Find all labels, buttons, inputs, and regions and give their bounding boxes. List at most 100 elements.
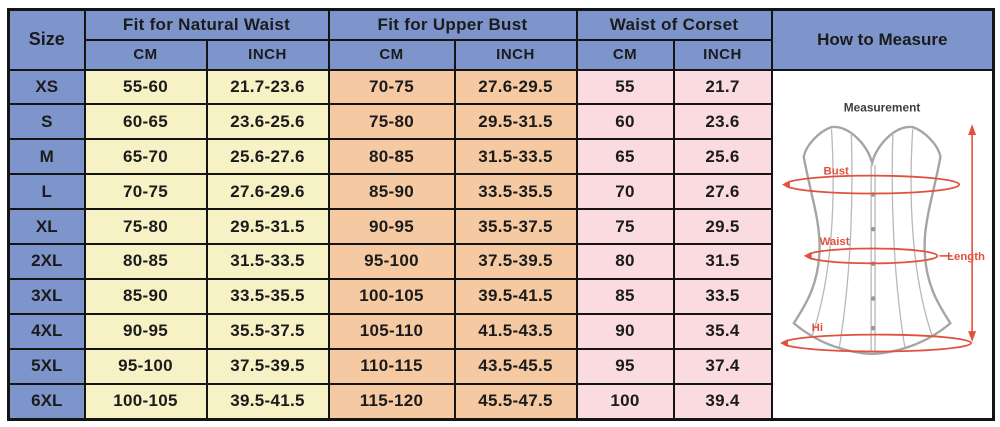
value-cell: 55 bbox=[575, 68, 675, 106]
size-cell: 6XL bbox=[7, 382, 86, 421]
value-cell: 115-120 bbox=[327, 382, 456, 421]
value-cell: 65 bbox=[575, 138, 675, 176]
table-row: 6XL 100-105 39.5-41.5 115-120 45.5-47.5 … bbox=[7, 382, 994, 421]
hip-label: Hi bbox=[812, 322, 823, 334]
value-cell: 39.5-41.5 bbox=[205, 382, 330, 421]
corset-boning-line bbox=[839, 133, 853, 348]
value-cell: 60 bbox=[575, 103, 675, 141]
measurement-title: Measurement bbox=[844, 101, 921, 115]
value-cell: 105-110 bbox=[327, 312, 456, 350]
value-cell: 100 bbox=[575, 382, 675, 421]
value-cell: 33.5 bbox=[672, 277, 773, 315]
unit-header-upper-bust-inch: INCH bbox=[453, 38, 578, 71]
length-label: Length bbox=[947, 251, 985, 263]
value-cell: 100-105 bbox=[83, 382, 208, 421]
value-cell: 31.5-33.5 bbox=[205, 243, 330, 280]
value-cell: 75-80 bbox=[83, 208, 208, 246]
table-row: S 60-65 23.6-25.6 75-80 29.5-31.5 60 23.… bbox=[7, 103, 994, 141]
size-cell: XS bbox=[7, 68, 86, 106]
value-cell: 27.6-29.6 bbox=[205, 173, 330, 211]
size-cell: 3XL bbox=[7, 277, 86, 315]
unit-header-natural-waist-cm: CM bbox=[83, 38, 208, 71]
value-cell: 35.4 bbox=[672, 312, 773, 350]
value-cell: 60-65 bbox=[83, 103, 208, 141]
busk-clasp bbox=[871, 227, 876, 232]
value-cell: 80-85 bbox=[83, 243, 208, 280]
value-cell: 23.6 bbox=[672, 103, 773, 141]
value-cell: 27.6 bbox=[672, 173, 773, 211]
value-cell: 21.7 bbox=[672, 68, 773, 106]
table-row: 4XL 90-95 35.5-37.5 105-110 41.5-43.5 90… bbox=[7, 312, 994, 350]
value-cell: 85-90 bbox=[327, 173, 456, 211]
value-cell: 29.5 bbox=[672, 208, 773, 246]
value-cell: 41.5-43.5 bbox=[453, 312, 578, 350]
value-cell: 43.5-45.5 bbox=[453, 347, 578, 385]
value-cell: 37.4 bbox=[672, 347, 773, 385]
value-cell: 110-115 bbox=[327, 347, 456, 385]
table-row: L 70-75 27.6-29.6 85-90 33.5-35.5 70 27.… bbox=[7, 173, 994, 211]
unit-header-corset-waist-cm: CM bbox=[575, 38, 675, 71]
bust-arrow-tip bbox=[782, 180, 791, 189]
value-cell: 25.6-27.6 bbox=[205, 138, 330, 176]
value-cell: 33.5-35.5 bbox=[205, 277, 330, 315]
value-cell: 80-85 bbox=[327, 138, 456, 176]
table-row: 2XL 80-85 31.5-33.5 95-100 37.5-39.5 80 … bbox=[7, 243, 994, 280]
size-cell: L bbox=[7, 173, 86, 211]
length-arrow-bottom bbox=[968, 331, 977, 343]
value-cell: 80 bbox=[575, 243, 675, 280]
how-to-measure-cell: Measurement bbox=[770, 68, 995, 421]
value-cell: 75-80 bbox=[327, 103, 456, 141]
corset-illustration: Measurement bbox=[773, 71, 993, 419]
value-cell: 21.7-23.6 bbox=[205, 68, 330, 106]
value-cell: 45.5-47.5 bbox=[453, 382, 578, 421]
value-cell: 65-70 bbox=[83, 138, 208, 176]
value-cell: 100-105 bbox=[327, 277, 456, 315]
busk-clasp bbox=[871, 326, 876, 331]
value-cell: 90-95 bbox=[327, 208, 456, 246]
group-header-waist-of-corset: Waist of Corset bbox=[575, 8, 773, 41]
busk-clasp bbox=[871, 296, 876, 302]
value-cell: 29.5-31.5 bbox=[205, 208, 330, 246]
size-cell: S bbox=[7, 103, 86, 141]
hip-arrow-tip bbox=[780, 339, 789, 348]
value-cell: 85 bbox=[575, 277, 675, 315]
value-cell: 35.5-37.5 bbox=[453, 208, 578, 246]
corset-boning-line bbox=[910, 129, 934, 338]
value-cell: 25.6 bbox=[672, 138, 773, 176]
value-cell: 31.5 bbox=[672, 243, 773, 280]
value-cell: 85-90 bbox=[83, 277, 208, 315]
value-cell: 37.5-39.5 bbox=[453, 243, 578, 280]
group-header-natural-waist: Fit for Natural Waist bbox=[83, 8, 330, 41]
value-cell: 39.5-41.5 bbox=[453, 277, 578, 315]
size-cell: 5XL bbox=[7, 347, 86, 385]
length-arrow-top bbox=[968, 124, 977, 136]
value-cell: 31.5-33.5 bbox=[453, 138, 578, 176]
value-cell: 55-60 bbox=[83, 68, 208, 106]
group-header-upper-bust: Fit for Upper Bust bbox=[327, 8, 578, 41]
corset-boning-line bbox=[891, 133, 906, 348]
value-cell: 75 bbox=[575, 208, 675, 246]
table-row: 5XL 95-100 37.5-39.5 110-115 43.5-45.5 9… bbox=[7, 347, 994, 385]
value-cell: 95-100 bbox=[83, 347, 208, 385]
unit-header-corset-waist-inch: INCH bbox=[672, 38, 773, 71]
unit-header-upper-bust-cm: CM bbox=[327, 38, 456, 71]
value-cell: 70 bbox=[575, 173, 675, 211]
value-cell: 29.5-31.5 bbox=[453, 103, 578, 141]
value-cell: 39.4 bbox=[672, 382, 773, 421]
unit-header-natural-waist-inch: INCH bbox=[205, 38, 330, 71]
corset-boning-line bbox=[811, 129, 835, 338]
table-row: XS 55-60 21.7-23.6 70-75 27.6-29.5 55 21… bbox=[7, 68, 995, 421]
table-row: XL 75-80 29.5-31.5 90-95 35.5-37.5 75 29… bbox=[7, 208, 994, 246]
table-row: 3XL 85-90 33.5-35.5 100-105 39.5-41.5 85… bbox=[7, 277, 994, 315]
size-cell: 4XL bbox=[7, 312, 86, 350]
value-cell: 35.5-37.5 bbox=[205, 312, 330, 350]
how-to-measure-header: How to Measure bbox=[770, 8, 995, 71]
waist-arrow-tip bbox=[804, 252, 812, 261]
size-column-header: Size bbox=[7, 8, 86, 71]
value-cell: 70-75 bbox=[327, 68, 456, 106]
value-cell: 95-100 bbox=[327, 243, 456, 280]
value-cell: 33.5-35.5 bbox=[453, 173, 578, 211]
value-cell: 95 bbox=[575, 347, 675, 385]
table-row: M 65-70 25.6-27.6 80-85 31.5-33.5 65 25.… bbox=[7, 138, 994, 176]
value-cell: 23.6-25.6 bbox=[205, 103, 330, 141]
